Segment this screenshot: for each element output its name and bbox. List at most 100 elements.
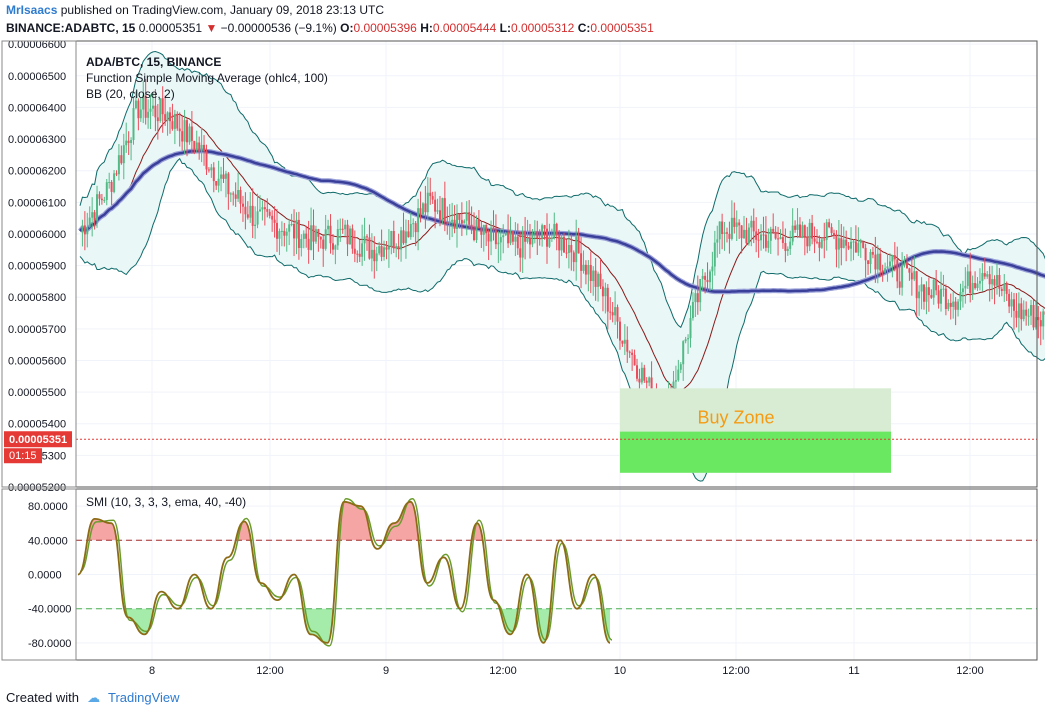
smi-tick-label: 40.0000	[28, 535, 68, 547]
candle-body	[563, 236, 565, 253]
candle-body	[351, 228, 354, 249]
smi-axis[interactable]: 80.0000 40.0000 0.0000 -40.0000 -80.0000	[28, 501, 71, 650]
candle-body	[460, 219, 463, 224]
candle-body	[93, 212, 96, 221]
last-price-badge	[4, 431, 72, 448]
panel-frame	[1, 40, 1038, 661]
candle-body	[601, 286, 604, 297]
candle-body	[864, 247, 867, 261]
candle-body	[434, 199, 437, 212]
author-link[interactable]: MrIsaacs	[6, 3, 58, 17]
candle-body	[171, 121, 174, 129]
candle-body	[424, 203, 427, 213]
candle-body	[869, 252, 872, 264]
smi-indicator	[76, 498, 1037, 647]
candle-body	[830, 227, 833, 234]
candle-body	[935, 279, 938, 291]
candle-body	[100, 198, 103, 201]
candle-body	[842, 239, 845, 248]
candle-body	[760, 234, 762, 241]
open-label: O:	[340, 21, 354, 35]
candle-body	[784, 243, 787, 251]
price-tick-label: 0.00005900	[8, 261, 66, 273]
timer-badge-text: 01:15	[9, 450, 37, 462]
candle-body	[859, 242, 862, 244]
candle-body	[993, 279, 996, 286]
candle-body	[903, 262, 906, 266]
price-tick-label: 0.00005200	[8, 482, 66, 494]
buy-zone[interactable]: Buy Zone	[620, 388, 891, 473]
candle-body	[711, 266, 714, 272]
candle-body	[412, 223, 415, 225]
smi-oversold-fill	[124, 608, 610, 643]
candle-body	[701, 275, 704, 279]
symbol-name: BINANCE:ADABTC, 15	[6, 21, 136, 35]
created-with-text: Created with	[6, 690, 79, 705]
candle-body	[147, 111, 150, 118]
candle-body	[200, 144, 203, 152]
candle-body	[137, 100, 140, 119]
time-axis[interactable]: 8 12:00 9 12:00 10 12:00 11 12:00	[149, 665, 984, 677]
candle-body	[91, 212, 94, 218]
candle-body	[375, 253, 378, 262]
smi-tick-label: 80.0000	[28, 501, 68, 513]
candle-body	[881, 270, 884, 273]
price-tick-label: 0.00006300	[8, 134, 66, 146]
price-tick-label: 0.00006000	[8, 229, 66, 241]
candle-body	[83, 225, 86, 235]
candle-body	[757, 239, 760, 241]
candle-body	[996, 275, 998, 286]
high-value: 0.00005444	[432, 21, 497, 35]
candle-body	[910, 272, 913, 280]
candle-body	[521, 231, 524, 258]
candle-body	[823, 239, 826, 241]
candle-body	[898, 281, 901, 288]
candle-body	[446, 222, 449, 224]
tradingview-link[interactable]: TradingView	[108, 690, 180, 705]
price-tick-label: 0.00005500	[8, 387, 66, 399]
bb-fill	[80, 51, 1045, 482]
candle-body	[429, 192, 432, 197]
candle-body	[217, 178, 220, 186]
candle-body	[378, 246, 381, 254]
candle-body	[691, 302, 694, 319]
candle-body	[952, 301, 955, 307]
candle-body	[584, 264, 587, 275]
candle-body	[626, 339, 629, 352]
candle-body	[302, 233, 305, 239]
candle-body	[263, 207, 266, 210]
candle-body	[380, 246, 383, 257]
price-axis[interactable]: 0.00006600 0.00006500 0.00006400 0.00006300…	[8, 39, 66, 494]
candle-body	[906, 262, 908, 269]
candle-body	[580, 253, 583, 271]
candle-body	[373, 249, 376, 262]
candle-body	[251, 205, 254, 226]
candle-body	[232, 193, 235, 195]
time-tick-label: 9	[383, 665, 389, 677]
candle-body	[220, 174, 223, 179]
candle-body	[122, 145, 125, 164]
candle-body	[619, 321, 621, 341]
candle-body	[835, 235, 838, 250]
candle-body	[558, 234, 561, 251]
candle-body	[115, 173, 118, 175]
smi-overbought-fill	[87, 501, 483, 541]
close-label: C:	[577, 21, 591, 35]
candle-body	[259, 209, 261, 212]
candle-body	[392, 231, 395, 249]
low-label: L:	[499, 21, 511, 35]
smi-tick-label: -40.0000	[28, 604, 71, 616]
candle-body	[173, 113, 176, 129]
candle-body	[862, 242, 865, 248]
candle-body	[504, 232, 507, 236]
candle-body	[490, 227, 493, 242]
candle-body	[837, 238, 840, 250]
price-change: −0.00000536 (−9.1%)	[220, 21, 337, 35]
high-label: H:	[420, 21, 433, 35]
candle-body	[937, 290, 940, 304]
candle-body	[813, 238, 816, 242]
candle-body	[368, 237, 371, 259]
candle-body	[98, 194, 101, 199]
candle-body	[465, 212, 468, 221]
